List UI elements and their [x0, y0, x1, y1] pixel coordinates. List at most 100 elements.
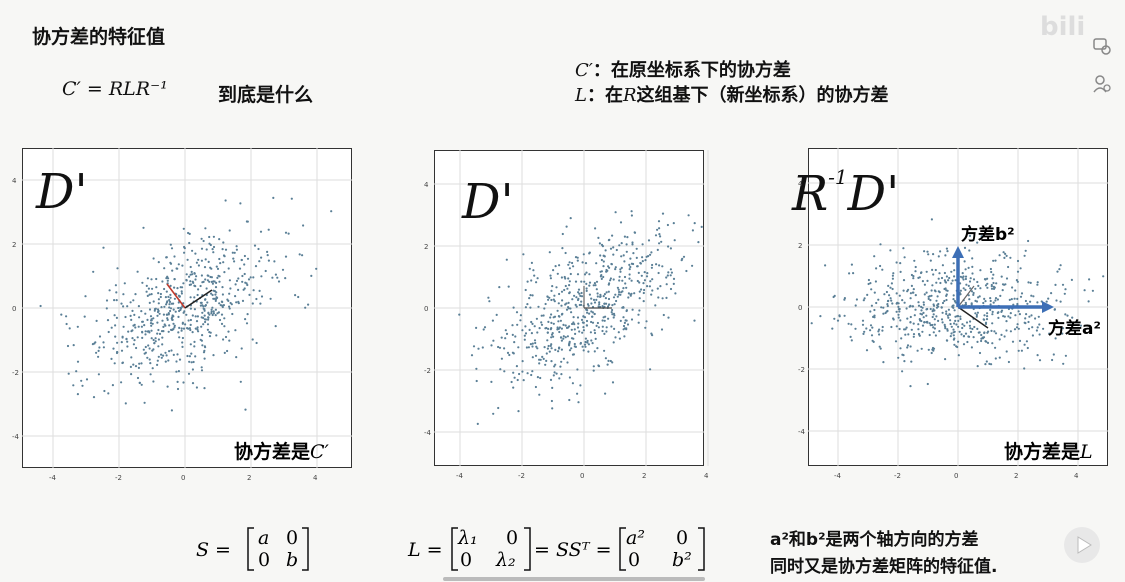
- x-tick-label: -4: [834, 472, 842, 480]
- danmaku-settings-icon[interactable]: [1092, 36, 1112, 56]
- l-text-r: R: [622, 85, 637, 106]
- y-tick-label: 4: [798, 180, 803, 188]
- s-m10: 0: [258, 549, 270, 571]
- cov-text-3: 协方差是: [1004, 440, 1080, 463]
- y-tick-label: -4: [424, 429, 432, 437]
- y-tick-label: 2: [424, 243, 428, 251]
- plot-original-label: D': [35, 164, 88, 220]
- l-m00: λ₁: [457, 527, 478, 549]
- axis-b-label: 方差b²: [961, 224, 1015, 245]
- y-tick-label: -4: [798, 428, 806, 436]
- play-icon: [1077, 536, 1092, 554]
- video-progress-bar[interactable]: [443, 577, 705, 581]
- y-tick-label: 2: [12, 241, 16, 249]
- rotated-vector-a: [957, 306, 989, 329]
- l2-m10: 0: [628, 549, 640, 571]
- cov-symbol-3: L: [1079, 441, 1093, 463]
- y-tick-label: 4: [424, 181, 429, 189]
- plot-new-basis-points: [810, 218, 1105, 388]
- y-tick-label: -2: [798, 366, 805, 374]
- x-tick-label: 0: [954, 472, 958, 480]
- s-m11: b: [286, 549, 298, 571]
- definition-c-prime: C′：在原坐标系下的协方差: [575, 56, 791, 82]
- l2-m00: a²: [626, 527, 645, 549]
- l2-m01: 0: [676, 527, 688, 549]
- l-mid: = SSᵀ =: [534, 539, 612, 561]
- y-tick-label: -4: [12, 433, 20, 441]
- c-prime-symbol: C′: [575, 60, 593, 81]
- blue-arrow-right-icon: [1042, 301, 1054, 313]
- y-tick-label: -2: [12, 369, 19, 377]
- rotated-vector-b: [957, 285, 975, 308]
- eigenvector-red: [166, 283, 186, 309]
- c-prime-text: ：在原坐标系下的协方差: [592, 60, 791, 81]
- x-tick-label: -2: [894, 472, 901, 480]
- l-text-prefix: ：在: [586, 85, 623, 106]
- axis-a-label: 方差a²: [1048, 318, 1101, 339]
- question-text: 到底是什么: [218, 84, 314, 106]
- bilibili-logo: bili: [1040, 12, 1086, 42]
- y-tick-label: -2: [424, 367, 431, 375]
- plot-new-basis-y-ticks: 4 2 0 -2 -4: [798, 180, 806, 436]
- label-sup: -1: [828, 165, 847, 189]
- l2-m11: b²: [672, 549, 692, 571]
- s-m00: a: [258, 527, 269, 549]
- s-eq-label: S =: [196, 539, 231, 561]
- plot-rotated-points: [458, 210, 703, 425]
- plot-original-svg: D' 协方差是C′ -4 -2 0 2 4 4 2 0 -2 -4: [12, 148, 352, 482]
- plot-original-points: [39, 196, 333, 412]
- play-button[interactable]: [1064, 527, 1100, 563]
- l-symbol: L: [575, 85, 587, 106]
- top-formula: C′ = RLR⁻¹: [62, 78, 168, 100]
- label-r: R: [791, 166, 828, 222]
- cov-symbol-1: C′: [310, 441, 330, 463]
- plot-new-basis-cov: 协方差是L: [1004, 440, 1093, 463]
- x-tick-label: 2: [1014, 472, 1018, 480]
- y-tick-label: 4: [12, 177, 17, 185]
- plot-rotated-svg: D' -4 -2 0 2 4 4 2 0 -2 -4: [424, 150, 709, 480]
- y-tick-label: 0: [12, 305, 16, 313]
- plot-original-x-ticks: -4 -2 0 2 4: [49, 474, 318, 482]
- scatter-plot-original: D' 协方差是C′ -4 -2 0 2 4 4 2 0 -2 -4: [12, 148, 352, 482]
- x-tick-label: 4: [1074, 472, 1079, 480]
- l-m11: λ₂: [495, 549, 516, 571]
- x-tick-label: -4: [456, 472, 464, 480]
- x-tick-label: -4: [49, 474, 57, 482]
- scatter-plot-new-basis: R-1D' 方差b² 方差a² 协方差是L -4 -2 0 2 4 4 2 0 -2 -4: [791, 148, 1108, 480]
- cov-text-1: 协方差是: [234, 440, 310, 463]
- plot-original-y-ticks: 4 2 0 -2 -4: [12, 177, 20, 441]
- l-text-suffix: 这组基下（新坐标系）的协方差: [636, 85, 889, 106]
- x-tick-label: 2: [642, 472, 646, 480]
- matrix-l-equation: L = λ₁ 0 0 λ₂ = SSᵀ = a² 0 0 b²: [407, 527, 705, 571]
- matrix-s-equation: S = a 0 0 b: [196, 527, 309, 571]
- note-line-1: a²和b²是两个轴方向的方差: [770, 530, 979, 550]
- plot-rotated-label: D': [461, 174, 514, 230]
- user-icon[interactable]: [1092, 74, 1112, 94]
- y-tick-label: 0: [424, 305, 428, 313]
- plot-rotated-x-ticks: -4 -2 0 2 4: [456, 472, 709, 480]
- x-tick-label: 0: [181, 474, 185, 482]
- l-m01: 0: [506, 527, 518, 549]
- plot-new-basis-x-ticks: -4 -2 0 2 4: [834, 472, 1079, 480]
- l-eq-label: L =: [407, 539, 443, 561]
- plot-new-basis-label: R-1D': [791, 165, 899, 222]
- definition-l: L：在R这组基下（新坐标系）的协方差: [575, 81, 889, 107]
- plot-original-grid: [22, 148, 352, 468]
- plot-new-basis-svg: R-1D' 方差b² 方差a² 协方差是L -4 -2 0 2 4 4 2 0 -2 -4: [791, 148, 1108, 480]
- y-tick-label: 0: [798, 304, 802, 312]
- x-tick-label: 4: [313, 474, 318, 482]
- x-tick-label: -2: [518, 472, 525, 480]
- x-tick-label: 2: [247, 474, 251, 482]
- s-m01: 0: [286, 527, 298, 549]
- scatter-plot-rotated-axes: D' -4 -2 0 2 4 4 2 0 -2 -4: [424, 150, 709, 480]
- y-tick-label: 2: [798, 242, 802, 250]
- eigenvector-dark: [184, 289, 213, 309]
- label-d: D': [847, 166, 900, 222]
- x-tick-label: 4: [704, 472, 709, 480]
- plot-rotated-y-ticks: 4 2 0 -2 -4: [424, 181, 432, 437]
- x-tick-label: -2: [115, 474, 122, 482]
- l-m10: 0: [460, 549, 472, 571]
- note-line-2: 同时又是协方差矩阵的特征值.: [770, 557, 998, 577]
- slide-title: 协方差的特征值: [32, 26, 166, 48]
- plot-original-cov: 协方差是C′: [234, 440, 330, 463]
